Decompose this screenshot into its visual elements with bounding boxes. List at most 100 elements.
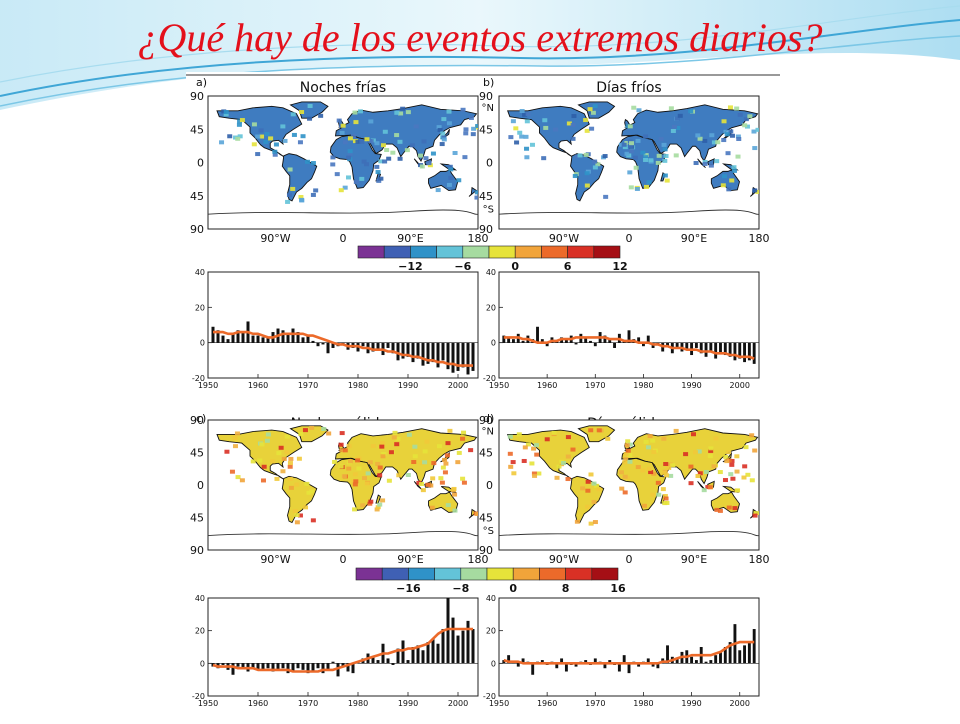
x-tick-label: 1980 [633, 381, 653, 390]
bar [646, 658, 650, 664]
map-cell [570, 136, 576, 141]
bar [743, 645, 746, 664]
colorbar-label: 6 [564, 260, 572, 273]
map-cell [261, 464, 267, 469]
map-cell [662, 501, 668, 506]
bar [231, 333, 235, 343]
map-cell [350, 134, 356, 139]
map-cell [368, 499, 374, 504]
map-cell [529, 142, 535, 147]
map-cell [388, 450, 394, 455]
map-cell [310, 161, 316, 166]
bar [436, 643, 440, 664]
x-tick-label: 1990 [681, 699, 701, 708]
map-cell [394, 133, 400, 138]
map-cell [625, 448, 631, 453]
bar [311, 663, 315, 672]
map-cell [702, 161, 708, 166]
map-lat-label: 45 [190, 190, 204, 203]
colorbar-label: −12 [398, 260, 423, 273]
bar-chart-1: -20 0 20 40 1950 1960 1970 1980 1990 2000 [483, 268, 760, 390]
map-cell [361, 476, 367, 481]
bar [411, 647, 415, 664]
map-cell [232, 436, 238, 441]
bar [507, 655, 511, 664]
map-cell [461, 480, 467, 485]
map-cell [394, 110, 400, 115]
map-cell [341, 474, 347, 479]
x-tick-label: 1970 [298, 381, 318, 390]
map-cell [726, 187, 732, 192]
map-cell [742, 123, 748, 128]
trend-line [503, 640, 755, 665]
map-cell [448, 175, 454, 180]
map-cell [732, 506, 738, 511]
map-cell [536, 471, 542, 476]
map-cell [258, 128, 264, 133]
map-cell [634, 186, 640, 191]
map-cell [342, 185, 348, 190]
bar [396, 342, 400, 361]
bar [281, 663, 285, 669]
map-cell [661, 436, 667, 441]
map-cell [592, 520, 598, 525]
map-cell [409, 143, 415, 148]
map-cell [693, 450, 699, 455]
map-cell [618, 470, 624, 475]
map-cell [734, 106, 740, 111]
map-lat-suffix: °S [483, 526, 494, 537]
continent [577, 101, 616, 119]
colorbar-swatch [434, 567, 462, 581]
map-cell [592, 165, 598, 170]
map-cell [728, 472, 734, 477]
map-lon-label: 90°E [397, 232, 423, 245]
map-cell [386, 156, 392, 161]
map-cell [588, 521, 594, 526]
map-lat-label: 0 [197, 479, 204, 492]
map-cell [619, 486, 625, 491]
map-cell [635, 465, 641, 470]
map-cell [338, 442, 344, 447]
map-cell [743, 445, 749, 450]
bar [336, 663, 340, 677]
map-cell [255, 134, 261, 139]
bar [451, 342, 455, 373]
panel-letter: b) [483, 76, 494, 89]
map-cell [431, 461, 437, 466]
bar [593, 342, 597, 347]
bar [521, 340, 525, 343]
map-cell [752, 513, 758, 518]
map-cell [359, 176, 365, 181]
map-cell [380, 143, 386, 148]
continent [616, 457, 667, 511]
bar [694, 342, 698, 348]
map-cell [392, 430, 398, 435]
map-cells [224, 425, 478, 525]
map-cell [355, 458, 361, 463]
panel-letter: c) [196, 412, 206, 425]
map-cell [375, 505, 381, 510]
map-cell [633, 165, 639, 170]
map-cell [421, 139, 427, 144]
map-cell [281, 456, 287, 461]
map-cell [697, 471, 703, 476]
bar [321, 663, 325, 674]
bar [391, 663, 395, 665]
map-cell [456, 178, 462, 183]
map-cell [623, 451, 629, 456]
bar [584, 337, 588, 343]
map-cell [711, 464, 717, 469]
map-cell [666, 465, 672, 470]
bar [593, 658, 597, 664]
colorbar-1: −16 −8 0 8 16 [355, 567, 626, 595]
bar [456, 635, 460, 664]
map-cell [542, 118, 548, 123]
colorbar-swatch [460, 567, 488, 581]
map-cell [280, 124, 286, 129]
map-lat-label: 45 [479, 447, 493, 460]
map-cell [428, 483, 434, 488]
bar [747, 342, 751, 361]
map-0 [207, 95, 479, 230]
map-cell [446, 121, 452, 126]
